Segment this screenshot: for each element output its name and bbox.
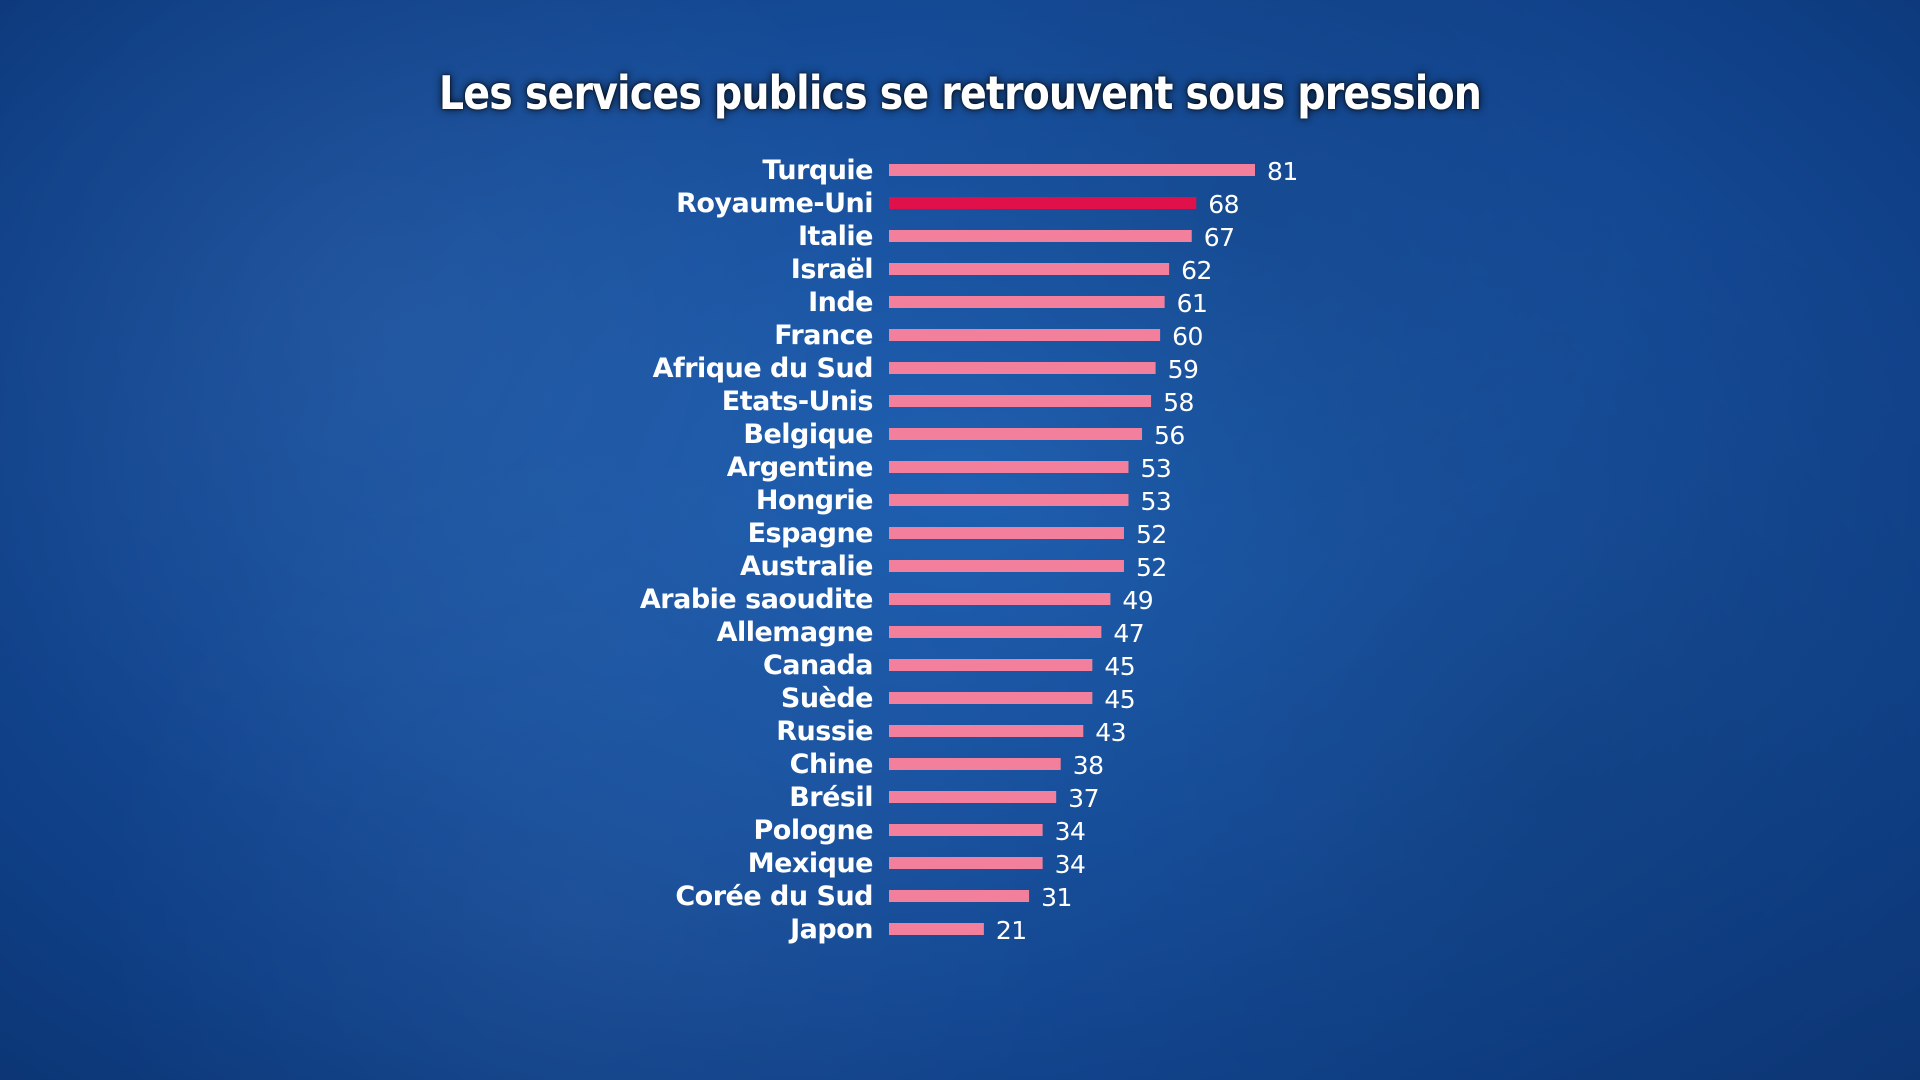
category-label-arabie-saoudite: Arabie saoudite [640,584,873,615]
category-label-espagne: Espagne [748,518,873,549]
value-label-belgique: 56 [1154,421,1185,450]
value-label-allemagne: 47 [1113,619,1144,648]
value-label-canada: 45 [1104,652,1135,681]
bar-france [889,329,1161,341]
bar-japon [889,923,984,935]
value-label-mexique: 34 [1055,850,1086,879]
value-label-turquie: 81 [1267,157,1298,186]
category-label-pologne: Pologne [753,815,873,846]
value-label-bresil: 37 [1068,784,1099,813]
bar-canada [889,659,1093,671]
category-label-bresil: Brésil [789,782,873,813]
value-label-arabie-saoudite: 49 [1122,586,1153,615]
bar-pologne [889,824,1043,836]
category-label-etats-unis: Etats-Unis [722,386,873,417]
bar-belgique [889,428,1143,440]
value-label-pologne: 34 [1055,817,1086,846]
category-label-italie: Italie [798,221,873,252]
value-label-argentine: 53 [1140,454,1171,483]
value-label-inde: 61 [1177,289,1208,318]
value-label-afrique-du-sud: 59 [1168,355,1199,384]
bar-italie [889,230,1192,242]
category-label-israel: Israël [791,254,873,285]
value-label-etats-unis: 58 [1163,388,1194,417]
category-label-coree-du-sud: Corée du Sud [675,881,873,912]
bar-turquie [889,164,1255,176]
category-label-argentine: Argentine [727,452,873,483]
bar-suede [889,692,1093,704]
category-label-suede: Suède [781,683,873,714]
category-label-japon: Japon [788,914,873,945]
category-label-chine: Chine [790,749,873,780]
bar-australie [889,560,1124,572]
bar-bresil [889,791,1057,803]
bar-coree-du-sud [889,890,1030,902]
value-label-israel: 62 [1181,256,1212,285]
value-label-australie: 52 [1136,553,1167,582]
category-label-afrique-du-sud: Afrique du Sud [653,353,873,384]
value-label-royaume-uni: 68 [1208,190,1239,219]
category-label-turquie: Turquie [762,155,873,186]
value-label-russie: 43 [1095,718,1126,747]
bar-royaume-uni [889,197,1197,209]
bar-hongrie [889,494,1129,506]
bar-inde [889,296,1165,308]
category-label-mexique: Mexique [748,848,873,879]
category-label-france: France [774,320,873,351]
value-label-suede: 45 [1104,685,1135,714]
value-label-coree-du-sud: 31 [1041,883,1072,912]
category-label-royaume-uni: Royaume-Uni [676,188,873,219]
category-label-belgique: Belgique [743,419,873,450]
value-label-chine: 38 [1073,751,1104,780]
value-label-hongrie: 53 [1140,487,1171,516]
category-label-allemagne: Allemagne [717,617,873,648]
category-label-hongrie: Hongrie [756,485,873,516]
category-label-russie: Russie [776,716,873,747]
bar-mexique [889,857,1043,869]
bar-espagne [889,527,1124,539]
value-label-france: 60 [1172,322,1203,351]
bar-israel [889,263,1170,275]
category-label-inde: Inde [808,287,873,318]
chart-title: Les services publics se retrouvent sous … [438,66,1482,120]
bar-afrique-du-sud [889,362,1156,374]
value-label-japon: 21 [996,916,1027,945]
bar-arabie-saoudite [889,593,1111,605]
category-label-australie: Australie [740,551,873,582]
bar-argentine [889,461,1129,473]
bar-allemagne [889,626,1102,638]
bar-russie [889,725,1084,737]
value-label-italie: 67 [1204,223,1235,252]
bar-etats-unis [889,395,1152,407]
category-label-canada: Canada [763,650,873,681]
value-label-espagne: 52 [1136,520,1167,549]
bar-chine [889,758,1061,770]
